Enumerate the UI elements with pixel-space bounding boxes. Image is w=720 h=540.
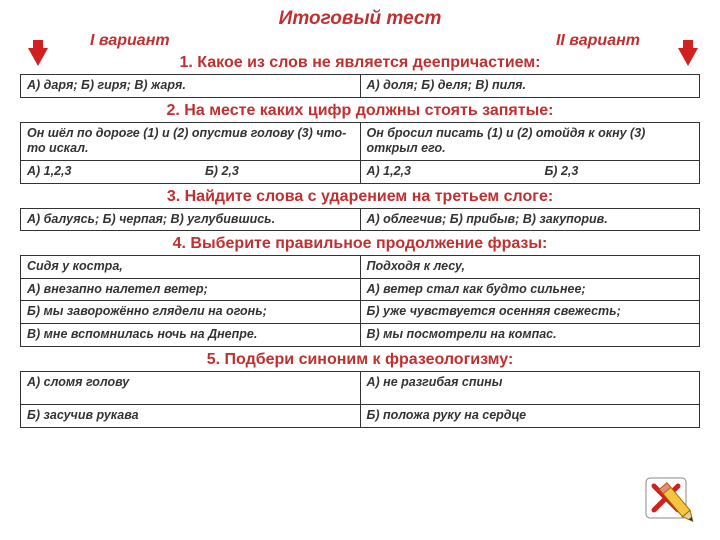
variants-row: I вариант II вариант <box>20 32 700 50</box>
q5-r0c1: А) не разгибая спины <box>360 371 700 405</box>
q2-table: Он шёл по дороге (1) и (2) опустив голов… <box>20 122 700 184</box>
q5-r1c0: Б) засучив рукава <box>21 405 361 428</box>
q2-left-ans: А) 1,2,3 Б) 2,3 <box>21 160 361 183</box>
q2-left-b: Б) 2,3 <box>199 161 245 183</box>
q1-right: А) доля; Б) деля; В) пиля. <box>360 75 700 98</box>
pencil-icon <box>640 472 700 532</box>
q2-left-a: А) 1,2,3 <box>21 161 195 183</box>
q3-table: А) балуясь; Б) черпая; В) углубившись. А… <box>20 208 700 232</box>
q5-r0c0: А) сломя голову <box>21 371 361 405</box>
q5-prompt: 5. Подбери синоним к фразеологизму: <box>20 351 700 369</box>
q1-table: А) даря; Б) гиря; В) жаря. А) доля; Б) д… <box>20 74 700 98</box>
q4-r0c0: Сидя у костра, <box>21 256 361 279</box>
q4-r2c1: Б) уже чувствуется осенняя свежесть; <box>360 301 700 324</box>
variant-2-label: II вариант <box>556 32 640 50</box>
q1-left: А) даря; Б) гиря; В) жаря. <box>21 75 361 98</box>
q2-right-sent: Он бросил писать (1) и (2) отойдя к окну… <box>360 122 700 160</box>
q4-r3c1: В) мы посмотрели на компас. <box>360 324 700 347</box>
q4-r1c0: А) внезапно налетел ветер; <box>21 278 361 301</box>
q3-left: А) балуясь; Б) черпая; В) углубившись. <box>21 208 361 231</box>
q4-r0c1: Подходя к лесу, <box>360 256 700 279</box>
q1-prompt: 1. Какое из слов не является деепричасти… <box>20 54 700 72</box>
q5-table: А) сломя головуА) не разгибая спины Б) з… <box>20 371 700 428</box>
q2-left-sent: Он шёл по дороге (1) и (2) опустив голов… <box>21 122 361 160</box>
q2-right-b: Б) 2,3 <box>538 161 584 183</box>
q3-right: А) облегчив; Б) прибыв; В) закупорив. <box>360 208 700 231</box>
variant-1-label: I вариант <box>90 32 170 50</box>
q2-right-a: А) 1,2,3 <box>361 161 535 183</box>
q4-prompt: 4. Выберите правильное продолжение фразы… <box>20 235 700 253</box>
q4-r1c1: А) ветер стал как будто сильнее; <box>360 278 700 301</box>
arrow-left-icon <box>28 48 48 66</box>
q5-r1c1: Б) положа руку на сердце <box>360 405 700 428</box>
arrow-right-icon <box>678 48 698 66</box>
q2-prompt: 2. На месте каких цифр должны стоять зап… <box>20 102 700 120</box>
q4-r3c0: В) мне вспомнилась ночь на Днепре. <box>21 324 361 347</box>
q3-prompt: 3. Найдите слова с ударением на третьем … <box>20 188 700 206</box>
q4-table: Сидя у костра,Подходя к лесу, А) внезапн… <box>20 255 700 347</box>
page-title: Итоговый тест <box>20 8 700 30</box>
q4-r2c0: Б) мы заворожённо глядели на огонь; <box>21 301 361 324</box>
q2-right-ans: А) 1,2,3 Б) 2,3 <box>360 160 700 183</box>
